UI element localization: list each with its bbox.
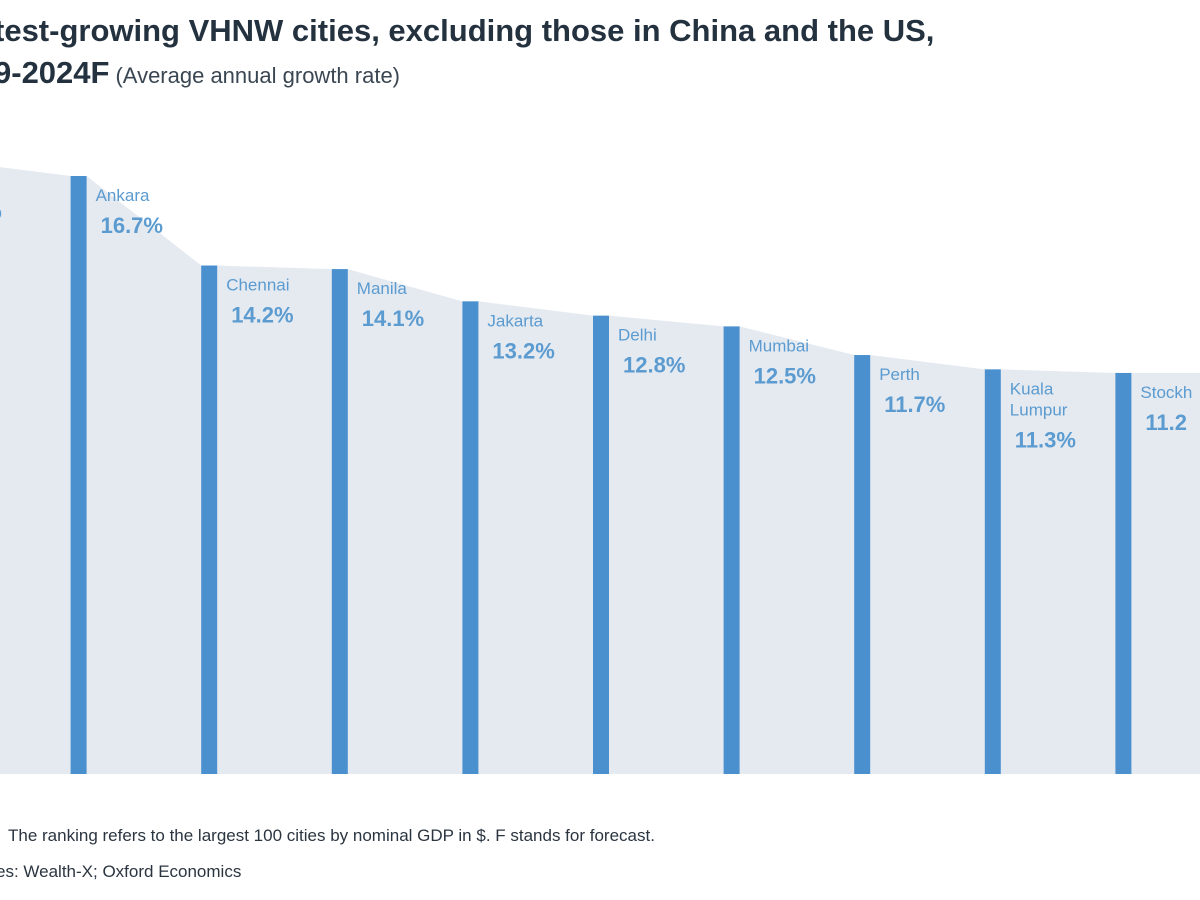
value-label-5: 12.8% bbox=[623, 353, 685, 378]
chart-title-line-1: test-growing VHNW cities, excluding thos… bbox=[0, 13, 935, 48]
chart-title-year-range: 9-2024F bbox=[0, 55, 110, 90]
bar-7 bbox=[854, 355, 871, 774]
value-label-1: 16.7% bbox=[101, 213, 163, 238]
value-label-2: 14.2% bbox=[231, 303, 293, 328]
chart-source: es: Wealth-X; Oxford Economics bbox=[0, 862, 242, 881]
value-label-4: 13.2% bbox=[492, 338, 554, 363]
value-label-3: 14.1% bbox=[362, 306, 424, 331]
labels-group: nbul1%Ankara16.7%Chennai14.2%Manila14.1%… bbox=[0, 186, 1192, 452]
value-label-9: 11.2 bbox=[1145, 410, 1187, 435]
city-label-3: Manila bbox=[357, 279, 408, 298]
city-label-8-1: Lumpur bbox=[1010, 400, 1068, 419]
city-label-4: Jakarta bbox=[487, 311, 543, 330]
city-label-5: Delhi bbox=[618, 326, 657, 345]
city-label-2: Chennai bbox=[226, 276, 289, 295]
bars-group bbox=[70, 176, 1132, 774]
value-label-6: 12.5% bbox=[754, 363, 816, 388]
chart-subtitle: (Average annual growth rate) bbox=[115, 63, 401, 88]
bar-3 bbox=[331, 269, 348, 774]
chart-title-line-2: 9-2024F (Average annual growth rate) bbox=[0, 52, 934, 97]
city-label-8-0: Kuala bbox=[1010, 379, 1054, 398]
chart-title: test-growing VHNW cities, excluding thos… bbox=[0, 10, 934, 97]
value-label-8: 11.3% bbox=[1015, 427, 1076, 452]
value-label-7: 11.7% bbox=[884, 392, 945, 417]
chart-footnote: The ranking refers to the largest 100 ci… bbox=[8, 826, 655, 845]
bar-1 bbox=[70, 176, 87, 774]
bar-5 bbox=[593, 315, 609, 774]
bar-9 bbox=[1115, 372, 1132, 774]
bar-4 bbox=[462, 301, 479, 774]
chart-plot: nbul1%Ankara16.7%Chennai14.2%Manila14.1%… bbox=[0, 167, 1200, 774]
city-label-6: Mumbai bbox=[749, 336, 809, 355]
bar-6 bbox=[723, 326, 740, 774]
city-label-7: Perth bbox=[879, 365, 920, 384]
bar-2 bbox=[201, 265, 218, 774]
value-label-0: 1% bbox=[0, 199, 2, 224]
bar-8 bbox=[984, 369, 1001, 774]
city-label-9: Stockh bbox=[1140, 383, 1192, 402]
city-label-1: Ankara bbox=[96, 186, 150, 205]
